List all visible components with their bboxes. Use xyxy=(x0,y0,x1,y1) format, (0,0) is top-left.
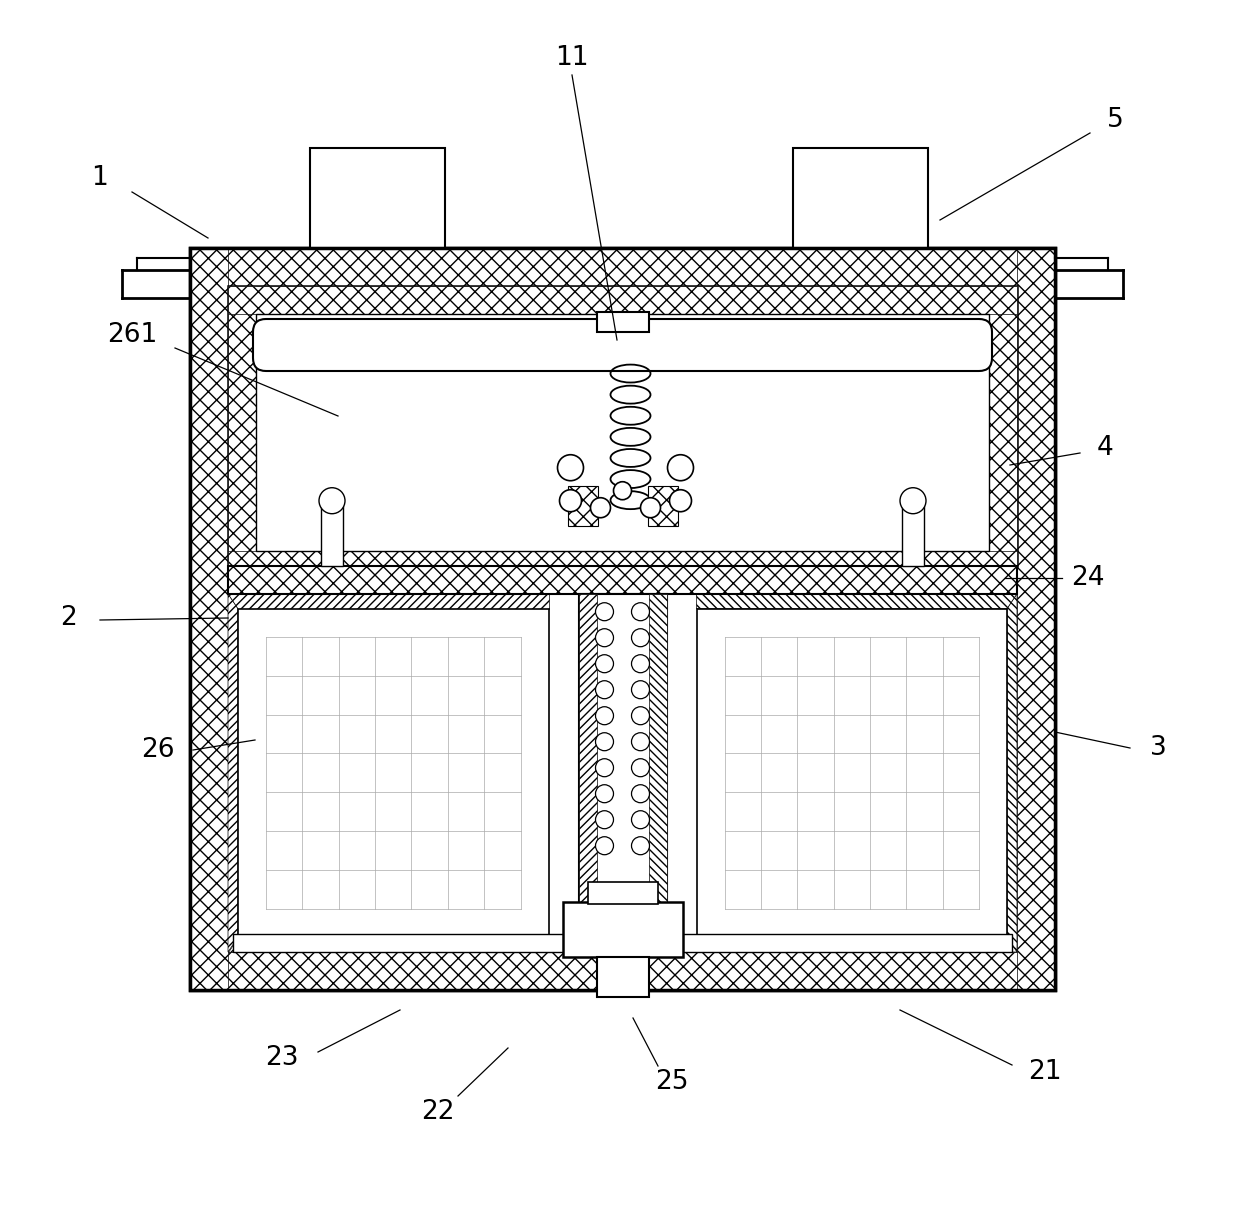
Circle shape xyxy=(595,603,614,621)
Text: 26: 26 xyxy=(141,737,175,762)
Bar xyxy=(596,956,649,997)
Text: 261: 261 xyxy=(107,322,157,348)
Circle shape xyxy=(559,489,582,511)
Circle shape xyxy=(595,784,614,803)
Circle shape xyxy=(590,498,610,517)
Circle shape xyxy=(631,811,650,828)
Bar xyxy=(588,882,657,904)
Bar xyxy=(190,248,228,989)
Bar xyxy=(563,902,682,956)
Bar xyxy=(233,935,1012,952)
Bar xyxy=(990,285,1017,566)
Bar xyxy=(190,248,1055,989)
Polygon shape xyxy=(649,594,667,952)
FancyBboxPatch shape xyxy=(253,318,992,371)
Bar xyxy=(794,148,928,248)
Bar xyxy=(321,506,343,566)
Text: 1: 1 xyxy=(92,165,108,192)
Bar xyxy=(1017,248,1055,989)
Circle shape xyxy=(631,759,650,777)
Bar xyxy=(228,566,1017,594)
Circle shape xyxy=(667,455,693,481)
Text: 22: 22 xyxy=(422,1099,455,1125)
Circle shape xyxy=(595,681,614,699)
Circle shape xyxy=(319,488,345,514)
Bar xyxy=(228,285,255,566)
Circle shape xyxy=(595,628,614,647)
Circle shape xyxy=(595,733,614,750)
Text: 25: 25 xyxy=(655,1069,688,1096)
Polygon shape xyxy=(228,594,548,609)
Bar xyxy=(228,550,1017,566)
Text: 4: 4 xyxy=(1096,436,1114,461)
Circle shape xyxy=(631,784,650,803)
Circle shape xyxy=(558,455,584,481)
Circle shape xyxy=(595,811,614,828)
Polygon shape xyxy=(697,937,1017,952)
Circle shape xyxy=(595,837,614,855)
Circle shape xyxy=(631,837,650,855)
Bar xyxy=(697,609,1007,937)
Polygon shape xyxy=(1007,594,1017,952)
Bar xyxy=(310,148,445,248)
Text: 2: 2 xyxy=(60,605,77,631)
Circle shape xyxy=(670,489,692,511)
Circle shape xyxy=(631,733,650,750)
Text: 23: 23 xyxy=(265,1046,299,1071)
Circle shape xyxy=(595,706,614,725)
Polygon shape xyxy=(579,594,596,952)
Bar xyxy=(568,486,598,526)
Text: 3: 3 xyxy=(1149,734,1167,761)
Bar xyxy=(190,248,1055,989)
Bar xyxy=(647,486,677,526)
Text: 21: 21 xyxy=(1028,1059,1061,1085)
Bar xyxy=(228,285,1017,314)
Circle shape xyxy=(631,655,650,672)
Circle shape xyxy=(614,482,631,500)
Polygon shape xyxy=(697,594,1017,609)
Bar xyxy=(190,248,1055,285)
Text: 24: 24 xyxy=(1071,565,1105,590)
Circle shape xyxy=(631,603,650,621)
Bar xyxy=(579,594,667,952)
Text: 5: 5 xyxy=(1106,107,1123,133)
Circle shape xyxy=(631,681,650,699)
Bar xyxy=(901,506,924,566)
Bar xyxy=(190,952,1055,989)
Polygon shape xyxy=(228,937,548,952)
Circle shape xyxy=(900,488,926,514)
Circle shape xyxy=(631,628,650,647)
Bar xyxy=(255,314,990,550)
Bar xyxy=(228,285,1017,566)
Circle shape xyxy=(595,759,614,777)
Bar xyxy=(596,312,649,332)
Circle shape xyxy=(631,706,650,725)
Text: 11: 11 xyxy=(556,45,589,71)
Circle shape xyxy=(641,498,661,517)
Circle shape xyxy=(595,655,614,672)
Polygon shape xyxy=(228,594,238,952)
Bar xyxy=(238,609,548,937)
